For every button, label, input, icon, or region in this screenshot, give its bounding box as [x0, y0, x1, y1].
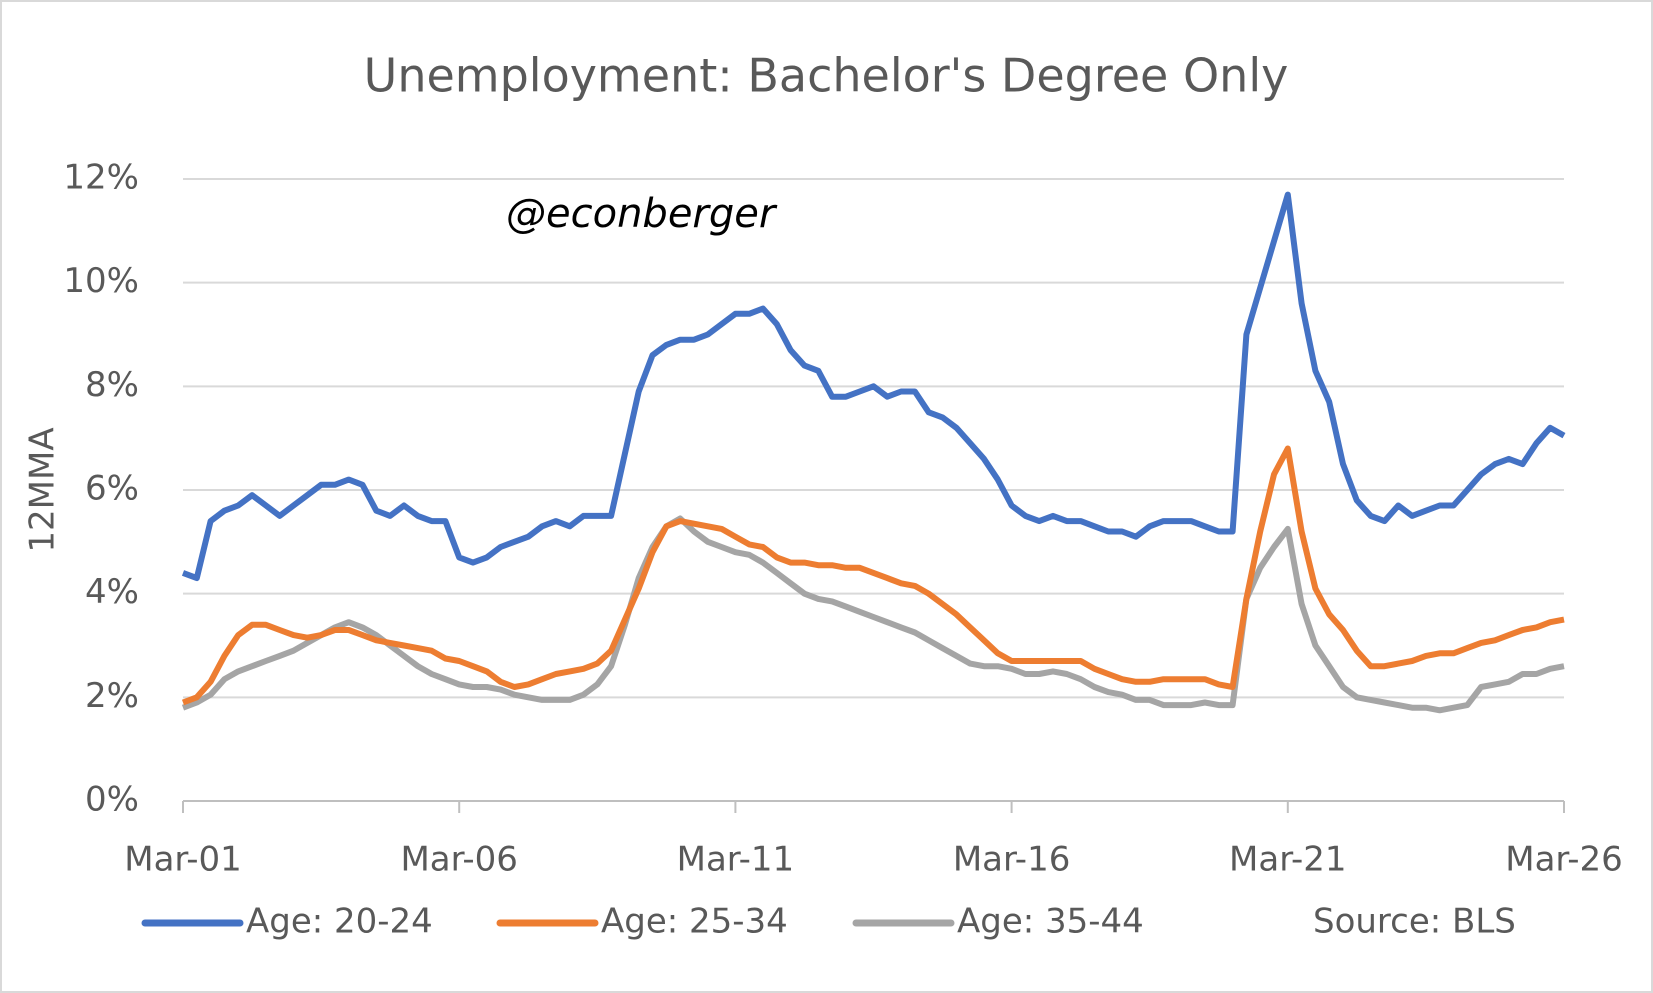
x-tick-label: Mar-06	[400, 840, 518, 880]
y-tick-label: 4%	[85, 572, 139, 612]
y-axis-label: 12MMA	[23, 427, 63, 552]
y-tick-label: 8%	[85, 365, 139, 405]
series-line	[181, 515, 1565, 714]
legend-label: Age: 35-44	[957, 902, 1144, 942]
x-tick-label: Mar-26	[1505, 840, 1623, 880]
x-tick-label: Mar-21	[1229, 840, 1347, 880]
y-tick-label: 10%	[63, 261, 139, 301]
x-tick-label: Mar-11	[677, 840, 795, 880]
x-tick-label: Mar-16	[953, 840, 1071, 880]
legend-label: Age: 25-34	[601, 902, 788, 942]
y-tick-label: 6%	[85, 469, 139, 509]
y-tick-label: 0%	[85, 780, 139, 820]
series-line	[181, 445, 1565, 706]
annotation: @econberger	[506, 191, 778, 237]
x-tick-label: Mar-01	[124, 840, 242, 880]
y-tick-label: 12%	[63, 158, 139, 198]
series-line	[181, 191, 1566, 582]
legend-label: Age: 20-24	[246, 902, 433, 942]
y-tick-label: 2%	[85, 676, 139, 716]
source-note: Source: BLS	[1313, 902, 1516, 942]
chart-title: Unemployment: Bachelor's Degree Only	[364, 49, 1289, 103]
